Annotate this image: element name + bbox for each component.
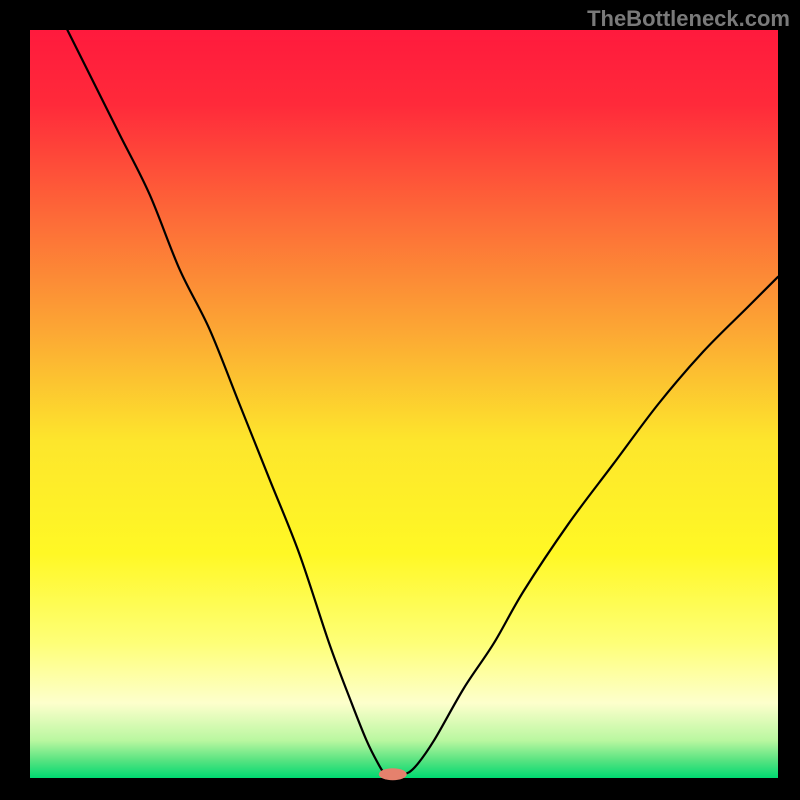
chart-container: TheBottleneck.com	[0, 0, 800, 800]
minimum-marker	[379, 768, 407, 780]
bottleneck-chart	[0, 0, 800, 800]
watermark-text: TheBottleneck.com	[587, 6, 790, 32]
plot-background	[30, 30, 778, 778]
